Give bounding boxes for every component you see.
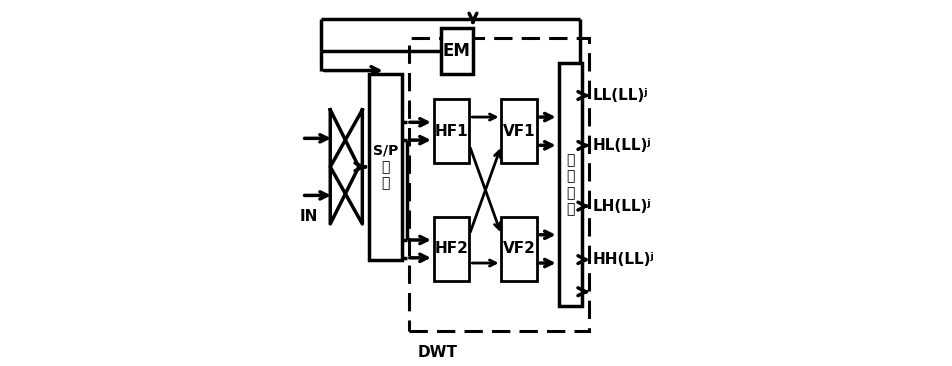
FancyBboxPatch shape <box>441 28 472 74</box>
Text: HL(LL)ʲ: HL(LL)ʲ <box>592 138 650 153</box>
FancyBboxPatch shape <box>369 74 401 259</box>
Text: HH(LL)ʲ: HH(LL)ʲ <box>592 252 654 267</box>
Polygon shape <box>330 110 362 224</box>
Text: S/P
滤
波: S/P 滤 波 <box>372 144 398 190</box>
Text: HF2: HF2 <box>434 242 468 257</box>
FancyBboxPatch shape <box>433 217 469 281</box>
Text: EM: EM <box>443 42 470 60</box>
Text: VF2: VF2 <box>503 242 535 257</box>
FancyBboxPatch shape <box>433 99 469 163</box>
Text: 系
数
规
整: 系 数 规 整 <box>565 153 574 216</box>
FancyBboxPatch shape <box>501 99 537 163</box>
Text: LH(LL)ʲ: LH(LL)ʲ <box>592 199 650 214</box>
Text: IN: IN <box>300 209 318 224</box>
Text: DWT: DWT <box>417 345 457 360</box>
FancyBboxPatch shape <box>501 217 537 281</box>
FancyBboxPatch shape <box>558 63 581 306</box>
Text: VF1: VF1 <box>503 124 535 139</box>
Text: LL(LL)ʲ: LL(LL)ʲ <box>592 88 647 103</box>
Polygon shape <box>330 110 358 224</box>
Text: HF1: HF1 <box>434 124 467 139</box>
